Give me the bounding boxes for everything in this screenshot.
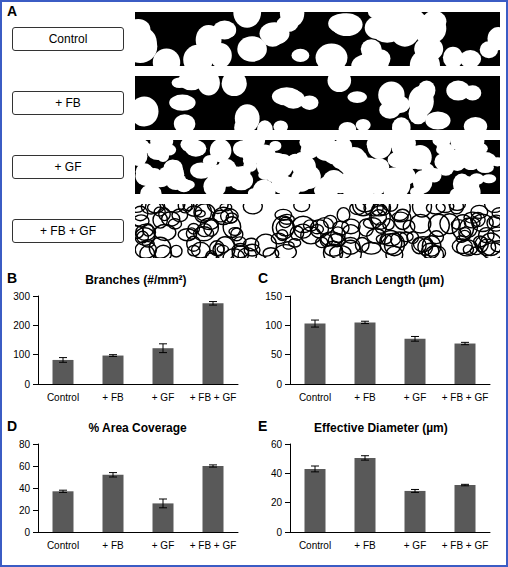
svg-text:+ FB: + FB [102, 540, 124, 551]
html-text:C: C [258, 270, 269, 286]
svg-text:100: 100 [265, 320, 282, 331]
svg-text:Control: Control [299, 540, 331, 551]
svg-text:+ FB + GF: + FB + GF [190, 392, 237, 403]
svg-text:20: 20 [271, 497, 283, 508]
svg-text:% Area Coverage: % Area Coverage [89, 421, 188, 435]
svg-text:0: 0 [24, 527, 30, 538]
svg-text:+ FB + GF: + FB + GF [442, 540, 489, 551]
svg-text:Control: Control [47, 392, 79, 403]
svg-text:Branch Length (µm): Branch Length (µm) [331, 273, 445, 287]
html-text:+ GF: + GF [54, 160, 82, 174]
svg-text:60: 60 [271, 439, 283, 450]
svg-text:+ GF: + GF [152, 392, 175, 403]
svg-text:Branches (#/mm²): Branches (#/mm²) [85, 273, 186, 287]
svg-text:200: 200 [13, 320, 30, 331]
svg-text:0: 0 [276, 527, 282, 538]
svg-text:+ GF: + GF [404, 540, 427, 551]
svg-text:Effective Diameter (µm): Effective Diameter (µm) [314, 421, 448, 435]
svg-text:100: 100 [13, 349, 30, 360]
html-text:D: D [7, 418, 18, 434]
svg-text:50: 50 [271, 349, 283, 360]
svg-text:0: 0 [276, 379, 282, 390]
html-text:+ FB + GF: + FB + GF [40, 224, 96, 238]
html-text:Control: Control [48, 32, 88, 46]
html-text:+ FB: + FB [55, 96, 81, 110]
svg-text:+ FB: + FB [102, 392, 124, 403]
svg-text:Control: Control [299, 392, 331, 403]
svg-text:+ GF: + GF [404, 392, 427, 403]
html-text:B: B [7, 270, 18, 286]
html-text:E: E [258, 418, 268, 434]
svg-text:20: 20 [19, 505, 31, 516]
html-text:A: A [7, 3, 18, 19]
svg-text:+ GF: + GF [152, 540, 175, 551]
svg-text:40: 40 [19, 483, 31, 494]
svg-text:0: 0 [24, 379, 30, 390]
svg-text:Control: Control [47, 540, 79, 551]
svg-text:+ FB: + FB [354, 540, 376, 551]
svg-text:300: 300 [13, 291, 30, 302]
svg-text:80: 80 [19, 439, 31, 450]
svg-text:60: 60 [19, 461, 31, 472]
svg-text:150: 150 [265, 291, 282, 302]
svg-text:+ FB + GF: + FB + GF [442, 392, 489, 403]
svg-text:+ FB + GF: + FB + GF [190, 540, 237, 551]
svg-text:40: 40 [271, 468, 283, 479]
svg-text:+ FB: + FB [354, 392, 376, 403]
